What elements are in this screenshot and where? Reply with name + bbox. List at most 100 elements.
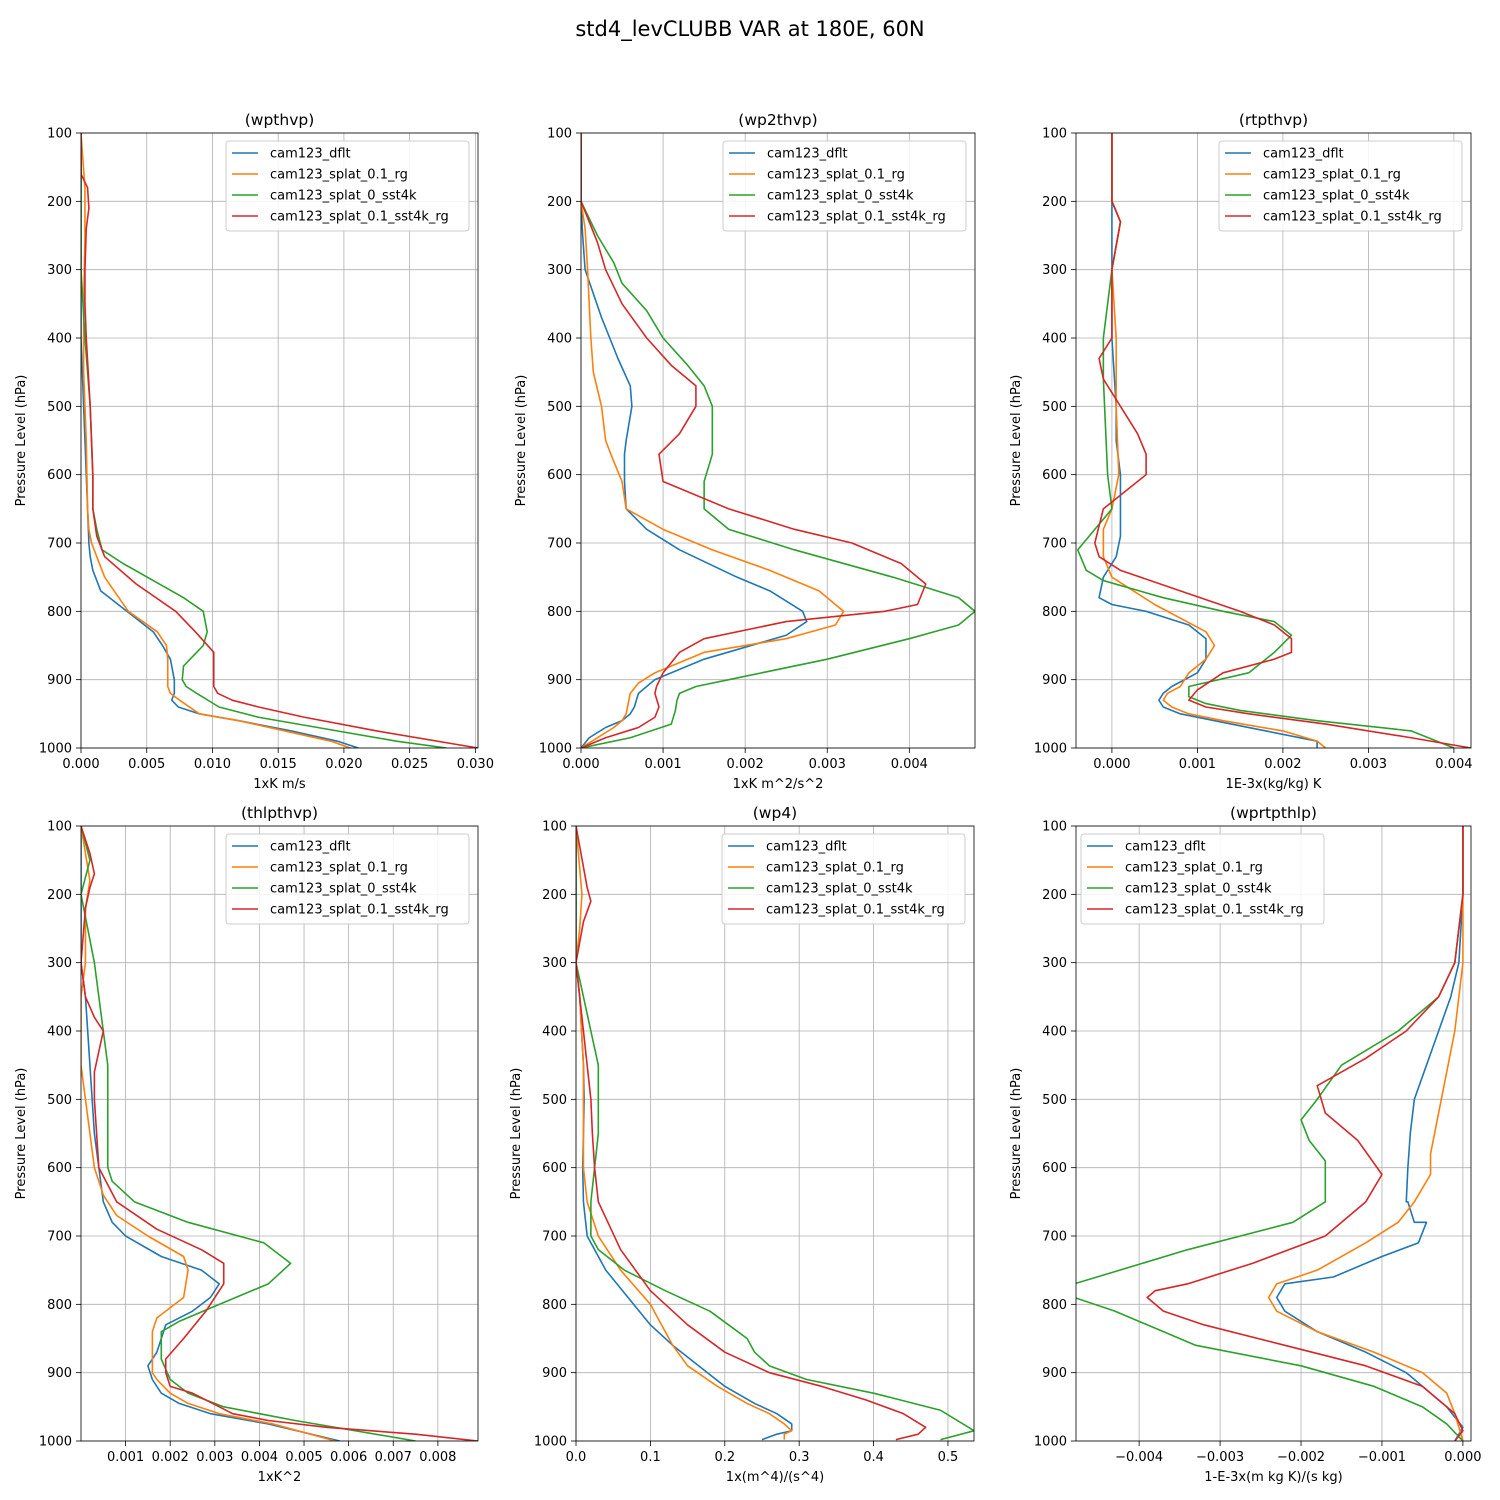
legend-label: cam123_splat_0.1_sst4k_rg [1125, 903, 1304, 918]
legend-label: cam123_dflt [766, 840, 847, 855]
y-tick-label: 100 [47, 820, 72, 835]
y-tick-label: 900 [47, 673, 72, 688]
x-tick-label: 0.002 [1264, 757, 1301, 772]
series-line-cam123_splat_0.1_rg [81, 826, 336, 1441]
y-tick-label: 700 [542, 1230, 567, 1245]
x-axis-label: 1xK^2 [258, 1470, 302, 1485]
y-tick-label: 600 [542, 1161, 567, 1176]
legend-box [1218, 140, 1463, 232]
y-tick-label: 800 [1042, 1298, 1067, 1313]
y-tick-label: 600 [47, 1161, 72, 1176]
series-line-cam123_dflt [581, 133, 808, 748]
x-tick-label: −0.001 [1358, 1450, 1406, 1465]
y-tick-label: 200 [542, 888, 567, 903]
legend-label: cam123_splat_0_sst4k [767, 189, 914, 204]
x-tick-label: 0.030 [457, 757, 494, 772]
y-tick-label: 300 [47, 263, 72, 278]
x-tick-label: 0.003 [809, 757, 846, 772]
y-tick-label: 300 [1042, 956, 1067, 971]
x-tick-label: 0.3 [789, 1450, 810, 1465]
x-tick-label: 0.004 [241, 1450, 278, 1465]
x-tick-label: 0.007 [375, 1450, 412, 1465]
y-tick-label: 1000 [534, 1435, 567, 1450]
axes-frame [1075, 825, 1472, 1442]
series-group [81, 826, 478, 1441]
y-tick-label: 400 [547, 332, 572, 347]
y-tick-label: 300 [47, 956, 72, 971]
subplot-title: (wp2thvp) [738, 111, 817, 129]
legend-label: cam123_splat_0.1_sst4k_rg [1263, 210, 1442, 225]
x-tick-label: 0.008 [419, 1450, 456, 1465]
series-line-cam123_splat_0_sst4k [1076, 826, 1464, 1441]
x-tick-label: 0.015 [260, 757, 297, 772]
legend-label: cam123_splat_0_sst4k [270, 189, 417, 204]
y-tick-label: 500 [47, 1093, 72, 1108]
series-line-cam123_splat_0.1_sst4k_rg [1146, 826, 1464, 1441]
y-tick-label: 100 [47, 127, 72, 142]
x-tick-label: 0.003 [196, 1450, 233, 1465]
x-tick-label: 0.000 [1444, 1450, 1481, 1465]
y-tick-label: 300 [542, 956, 567, 971]
series-line-cam123_splat_0_sst4k [581, 133, 975, 748]
series-group [1076, 826, 1464, 1441]
y-tick-label: 400 [542, 1025, 567, 1040]
legend-label: cam123_splat_0.1_rg [270, 861, 408, 876]
x-tick-label: 0.003 [1350, 757, 1387, 772]
y-tick-label: 1000 [1034, 742, 1067, 757]
y-tick-label: 800 [542, 1298, 567, 1313]
subplot-5: −0.004 −0.003 −0.002 −0.001 0.000 100 200 300 40… [1009, 804, 1482, 1485]
subplot-title: (thlpthvp) [241, 804, 318, 822]
y-tick-label: 100 [542, 820, 567, 835]
series-group [81, 133, 478, 748]
y-tick-label: 500 [1042, 1093, 1067, 1108]
subplot-title: (wpthvp) [245, 111, 315, 129]
legend: cam123_dflt cam123_splat_0.1_rg cam123_spl… [721, 833, 966, 925]
legend-box [722, 140, 967, 232]
legend-label: cam123_splat_0.1_sst4k_rg [270, 903, 449, 918]
y-tick-label: 500 [47, 400, 72, 415]
series-line-cam123_splat_0_sst4k [81, 826, 416, 1441]
x-axis-label: 1E-3x(kg/kg) K [1226, 777, 1322, 792]
y-tick-label: 200 [1042, 888, 1067, 903]
x-tick-label: 0.004 [1435, 757, 1472, 772]
subplot-grid: 0.000 0.005 0.010 0.015 0.020 0.025 0.030 100 20… [14, 111, 1482, 1485]
x-tick-label: 0.1 [640, 1450, 661, 1465]
legend-label: cam123_dflt [1125, 840, 1206, 855]
y-tick-label: 500 [1042, 400, 1067, 415]
series-group [581, 133, 975, 748]
legend: cam123_dflt cam123_splat_0.1_rg cam123_spl… [1080, 833, 1325, 925]
legend-label: cam123_dflt [1263, 147, 1344, 162]
series-line-cam123_dflt [1275, 826, 1464, 1441]
y-axis-label: Pressure Level (hPa) [1009, 375, 1024, 507]
axes-frame [575, 825, 975, 1442]
axes-frame [80, 825, 479, 1442]
y-tick-label: 200 [47, 888, 72, 903]
x-tick-label: −0.002 [1277, 1450, 1325, 1465]
series-line-cam123_splat_0_sst4k [576, 826, 974, 1441]
legend-label: cam123_splat_0_sst4k [270, 882, 417, 897]
subplot-title: (wp4) [753, 804, 797, 822]
y-tick-label: 500 [547, 400, 572, 415]
legend-label: cam123_splat_0.1_rg [270, 168, 408, 183]
x-tick-label: 0.006 [330, 1450, 367, 1465]
y-tick-label: 1000 [539, 742, 572, 757]
y-tick-label: 300 [1042, 263, 1067, 278]
y-tick-label: 500 [542, 1093, 567, 1108]
y-tick-label: 900 [47, 1366, 72, 1381]
x-tick-label: −0.003 [1196, 1450, 1244, 1465]
subplot-title: (rtpthvp) [1239, 111, 1308, 129]
legend-label: cam123_splat_0.1_rg [1263, 168, 1401, 183]
x-tick-label: 0.001 [107, 1450, 144, 1465]
y-tick-label: 800 [47, 605, 72, 620]
legend: cam123_dflt cam123_splat_0.1_rg cam123_spl… [225, 833, 470, 925]
y-tick-label: 100 [547, 127, 572, 142]
y-tick-label: 600 [1042, 468, 1067, 483]
x-tick-label: 0.000 [1093, 757, 1130, 772]
x-axis-label: 1-E-3x(m kg K)/(s kg) [1204, 1470, 1342, 1485]
figure-title: std4_levCLUBB VAR at 180E, 60N [575, 17, 924, 42]
legend-label: cam123_splat_0.1_sst4k_rg [270, 210, 449, 225]
axes-frame [80, 132, 479, 749]
y-tick-label: 800 [547, 605, 572, 620]
subplot-4: 0.0 0.1 0.2 0.3 0.4 0.5 100 200 300 400 500 600 700 8… [509, 804, 975, 1485]
y-tick-label: 900 [1042, 673, 1067, 688]
